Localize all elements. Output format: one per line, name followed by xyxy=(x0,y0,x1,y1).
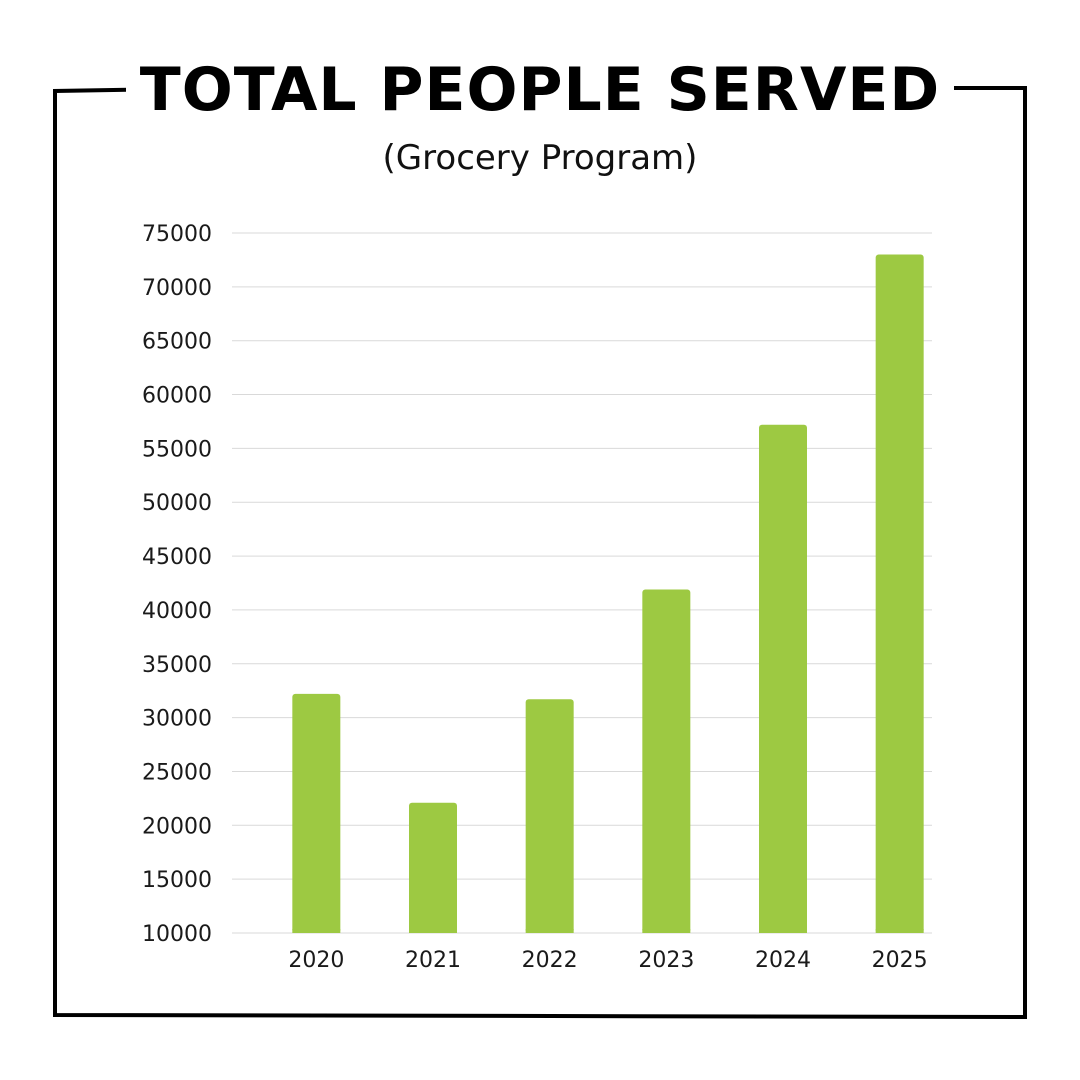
y-tick-label: 40000 xyxy=(142,599,212,624)
y-tick-label: 55000 xyxy=(142,437,212,462)
y-tick-label: 20000 xyxy=(142,814,212,839)
y-tick-label: 25000 xyxy=(142,760,212,785)
bar-base-2020 xyxy=(292,929,341,933)
bar-2021 xyxy=(409,802,457,933)
bar-2022 xyxy=(525,699,574,933)
x-tick-label: 2024 xyxy=(755,948,811,973)
y-tick-label: 35000 xyxy=(142,653,212,678)
y-tick-label: 30000 xyxy=(142,707,212,732)
x-tick-label: 2022 xyxy=(522,948,578,973)
y-tick-label: 70000 xyxy=(142,276,212,301)
bar-2023 xyxy=(642,589,691,933)
bar-2025 xyxy=(875,254,924,934)
y-tick-label: 10000 xyxy=(142,922,212,947)
bar-base-2021 xyxy=(409,929,457,933)
bar-base-2023 xyxy=(642,929,691,933)
x-tick-label: 2021 xyxy=(405,948,461,973)
bar-base-2024 xyxy=(759,929,807,933)
x-tick-label: 2023 xyxy=(638,948,694,973)
x-tick-label: 2020 xyxy=(288,948,344,973)
y-tick-label: 75000 xyxy=(142,222,212,247)
chart-title: TOTAL PEOPLE SERVED xyxy=(0,50,1080,130)
y-tick-label: 50000 xyxy=(142,491,212,516)
y-tick-label: 45000 xyxy=(142,545,212,570)
bar-2024 xyxy=(759,424,807,933)
chart-title-text: TOTAL PEOPLE SERVED xyxy=(125,55,955,125)
chart-subtitle: (Grocery Program) xyxy=(382,138,698,178)
x-tick-label: 2025 xyxy=(872,948,928,973)
bar-2020 xyxy=(292,693,341,933)
bar-base-2022 xyxy=(525,929,574,933)
bar-base-2025 xyxy=(875,929,924,933)
y-tick-label: 65000 xyxy=(142,330,212,355)
y-tick-label: 15000 xyxy=(142,868,212,893)
y-tick-label: 60000 xyxy=(142,384,212,409)
